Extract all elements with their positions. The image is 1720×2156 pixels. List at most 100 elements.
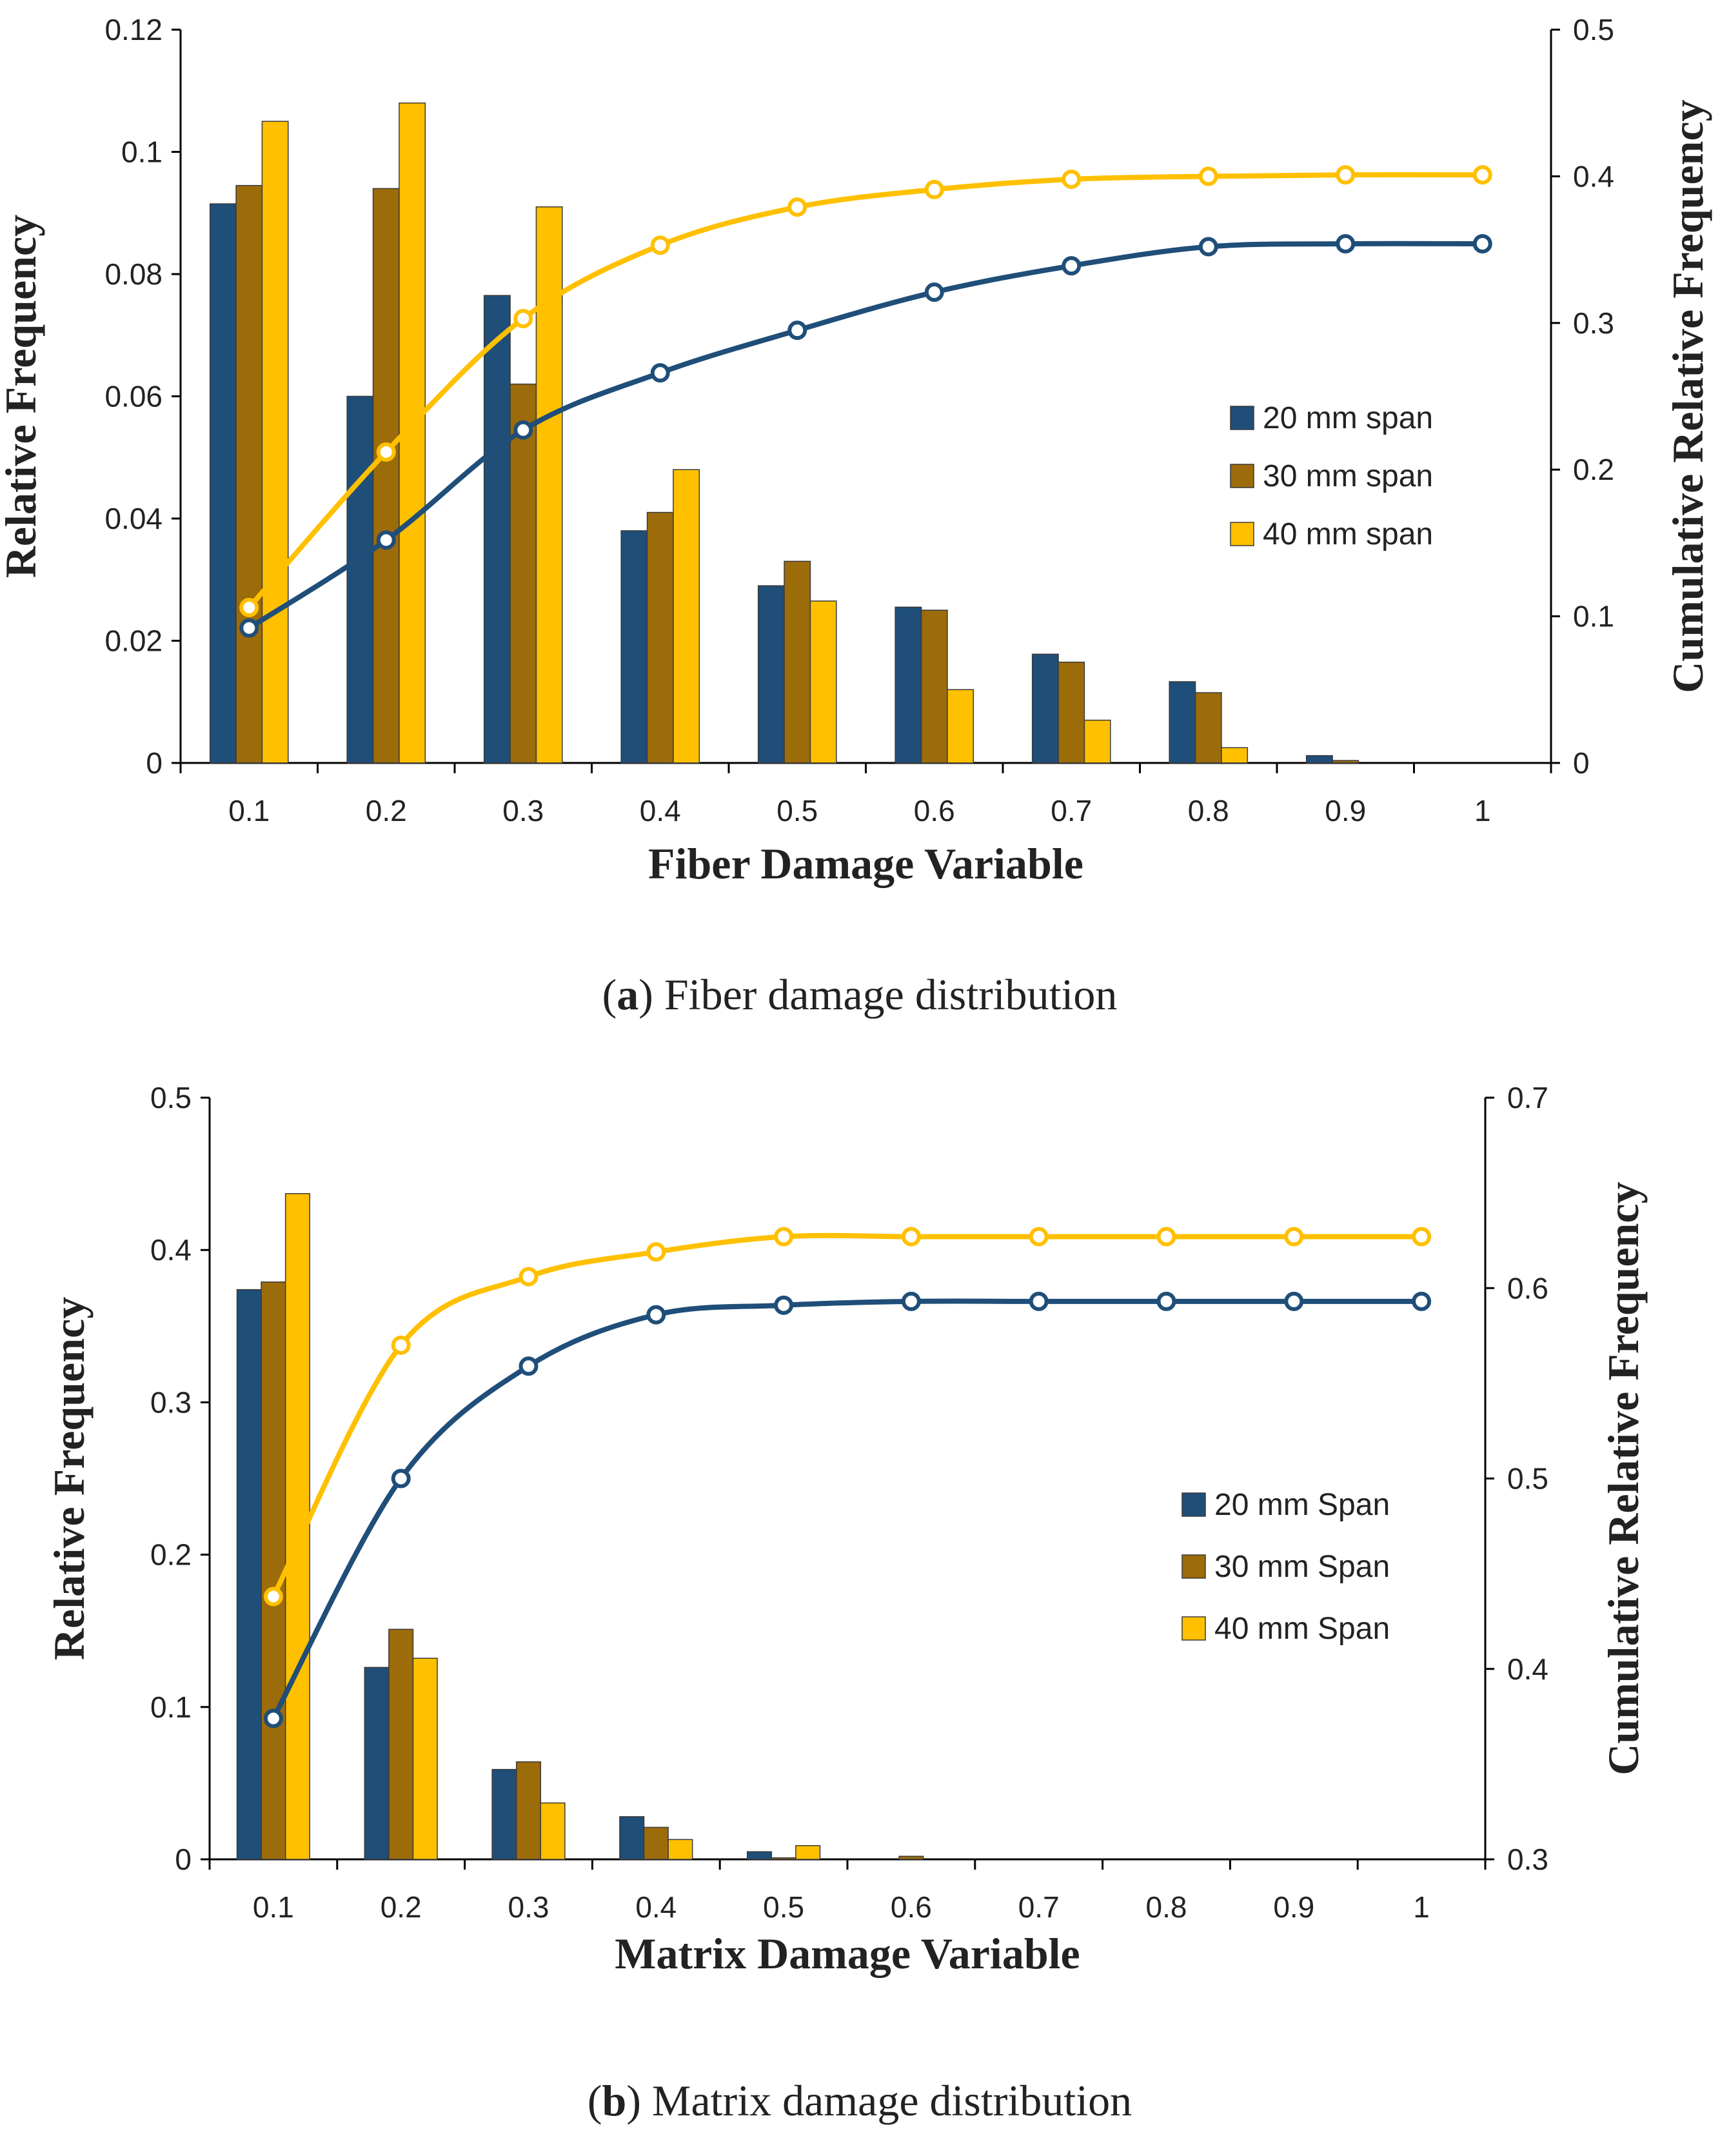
cumulative-point (1156, 1291, 1176, 1311)
caption-text: ) Matrix damage distribution (626, 2076, 1132, 2125)
bar (509, 383, 537, 764)
x-tick-label: 0.3 (508, 1890, 549, 1924)
y-tick-label: 0.1 (150, 1690, 192, 1724)
y2-tick-label: 0.2 (1573, 453, 1614, 486)
cumulative-point (1412, 1291, 1432, 1311)
y2-axis-title: Cumulative Relative Frequency (1663, 99, 1712, 693)
bar (540, 1802, 566, 1860)
bar (1305, 755, 1333, 764)
cumulative-point (391, 1469, 411, 1488)
bar (746, 1851, 773, 1860)
cumulative-point (376, 530, 396, 550)
cumulative-point (263, 1587, 283, 1607)
y-axis-title: Relative Frequency (44, 1297, 94, 1660)
legend-swatch (1230, 522, 1254, 546)
x-tick-label: 0.7 (1051, 794, 1092, 827)
chart-fiber-damage: 0 0.02 0.04 0.06 0.08 0.1 0.12 0 0.1 0.2 0.3 0.4 0.5… (0, 13, 1712, 1019)
cumulative-point (901, 1227, 921, 1247)
cumulative-point (519, 1267, 539, 1287)
bar (1083, 719, 1111, 764)
y2-tick-label: 0.7 (1507, 1081, 1548, 1114)
x-tick-label: 0.2 (381, 1890, 422, 1924)
x-axis-title: Matrix Damage Variable (615, 1929, 1080, 1978)
legend-swatch (1181, 1554, 1206, 1579)
bar (1332, 760, 1359, 764)
cumulative-point (1472, 165, 1492, 185)
caption-letter: a (617, 970, 638, 1019)
legend-label: 40 mm Span (1214, 1612, 1390, 1646)
legend-swatch (1181, 1492, 1206, 1517)
cumulative-point (1156, 1227, 1176, 1247)
bar (619, 1816, 645, 1860)
cumulative-point (519, 1356, 539, 1376)
x-tick-label: 0.5 (763, 1890, 804, 1924)
cumulative-line (271, 1232, 1422, 1598)
caption-paren-open: ( (588, 2076, 602, 2125)
y-tick-label: 0.02 (104, 624, 163, 658)
x-tick-label: 0.5 (776, 794, 818, 827)
cumulative-point (1198, 166, 1218, 186)
figure-caption: (b) Matrix damage distribution (588, 2076, 1132, 2125)
cumulative-line (247, 172, 1483, 609)
cumulative-point (239, 618, 259, 638)
bar (372, 188, 400, 764)
cumulative-point (787, 197, 807, 217)
cumulative-point (646, 1305, 666, 1325)
y-tick-label: 0 (175, 1843, 192, 1876)
y-tick-label: 0.3 (150, 1385, 192, 1419)
x-tick-label: 0.3 (502, 794, 544, 827)
bar (898, 1855, 924, 1860)
bar (235, 184, 263, 764)
y-tick-label: 0.4 (150, 1233, 192, 1267)
x-tick-label: 0.2 (366, 794, 407, 827)
bar (535, 206, 563, 764)
bar (757, 585, 785, 764)
y-tick-label: 0.06 (104, 380, 163, 413)
cumulative-point (774, 1227, 794, 1247)
cumulative-point (901, 1291, 921, 1311)
y2-axis-title: Cumulative Relative Frequency (1599, 1182, 1648, 1775)
cumulative-point (1412, 1227, 1432, 1247)
bar (261, 1281, 286, 1860)
cumulative-point (646, 1242, 666, 1262)
cumulative-point (1062, 169, 1082, 189)
cumulative-point (774, 1295, 794, 1315)
bar (947, 689, 974, 764)
y2-tick-label: 0.4 (1507, 1652, 1548, 1686)
legend-label: 20 mm Span (1214, 1488, 1390, 1522)
y-tick-label: 0.04 (104, 502, 163, 535)
y-axis-title: Relative Frequency (0, 215, 45, 578)
bar (483, 295, 511, 764)
legend-swatch (1230, 464, 1254, 488)
cumulative-point (513, 308, 533, 328)
y2-tick-label: 0 (1573, 746, 1590, 780)
bar (261, 121, 289, 764)
y2-tick-label: 0.6 (1507, 1271, 1548, 1305)
legend-label: 40 mm span (1263, 517, 1433, 551)
cumulative-point (513, 420, 533, 440)
y-tick-label: 0.12 (104, 13, 163, 46)
legend-label: 20 mm span (1263, 401, 1433, 435)
bar (795, 1844, 821, 1860)
bar (209, 203, 237, 764)
cumulative-point (1198, 237, 1218, 257)
cumulative-point (1029, 1227, 1049, 1247)
caption-letter: b (602, 2076, 627, 2125)
cumulative-point (650, 363, 670, 383)
cumulative-point (239, 597, 259, 617)
figure-caption: (a) Fiber damage distribution (602, 970, 1118, 1019)
x-tick-label: 0.9 (1273, 1890, 1314, 1924)
y2-tick-label: 0.5 (1507, 1462, 1548, 1496)
bar (1031, 653, 1059, 764)
bar (673, 469, 700, 764)
cumulative-line (248, 241, 1483, 631)
bar (1169, 681, 1196, 764)
x-tick-label: 0.8 (1188, 794, 1229, 827)
bar (1194, 692, 1222, 764)
bar (1221, 747, 1249, 764)
bar (784, 560, 811, 764)
cumulative-point (1336, 234, 1356, 254)
x-tick-label: 0.9 (1325, 794, 1366, 827)
x-tick-label: 1 (1474, 794, 1491, 827)
caption-paren-open: ( (602, 970, 617, 1019)
